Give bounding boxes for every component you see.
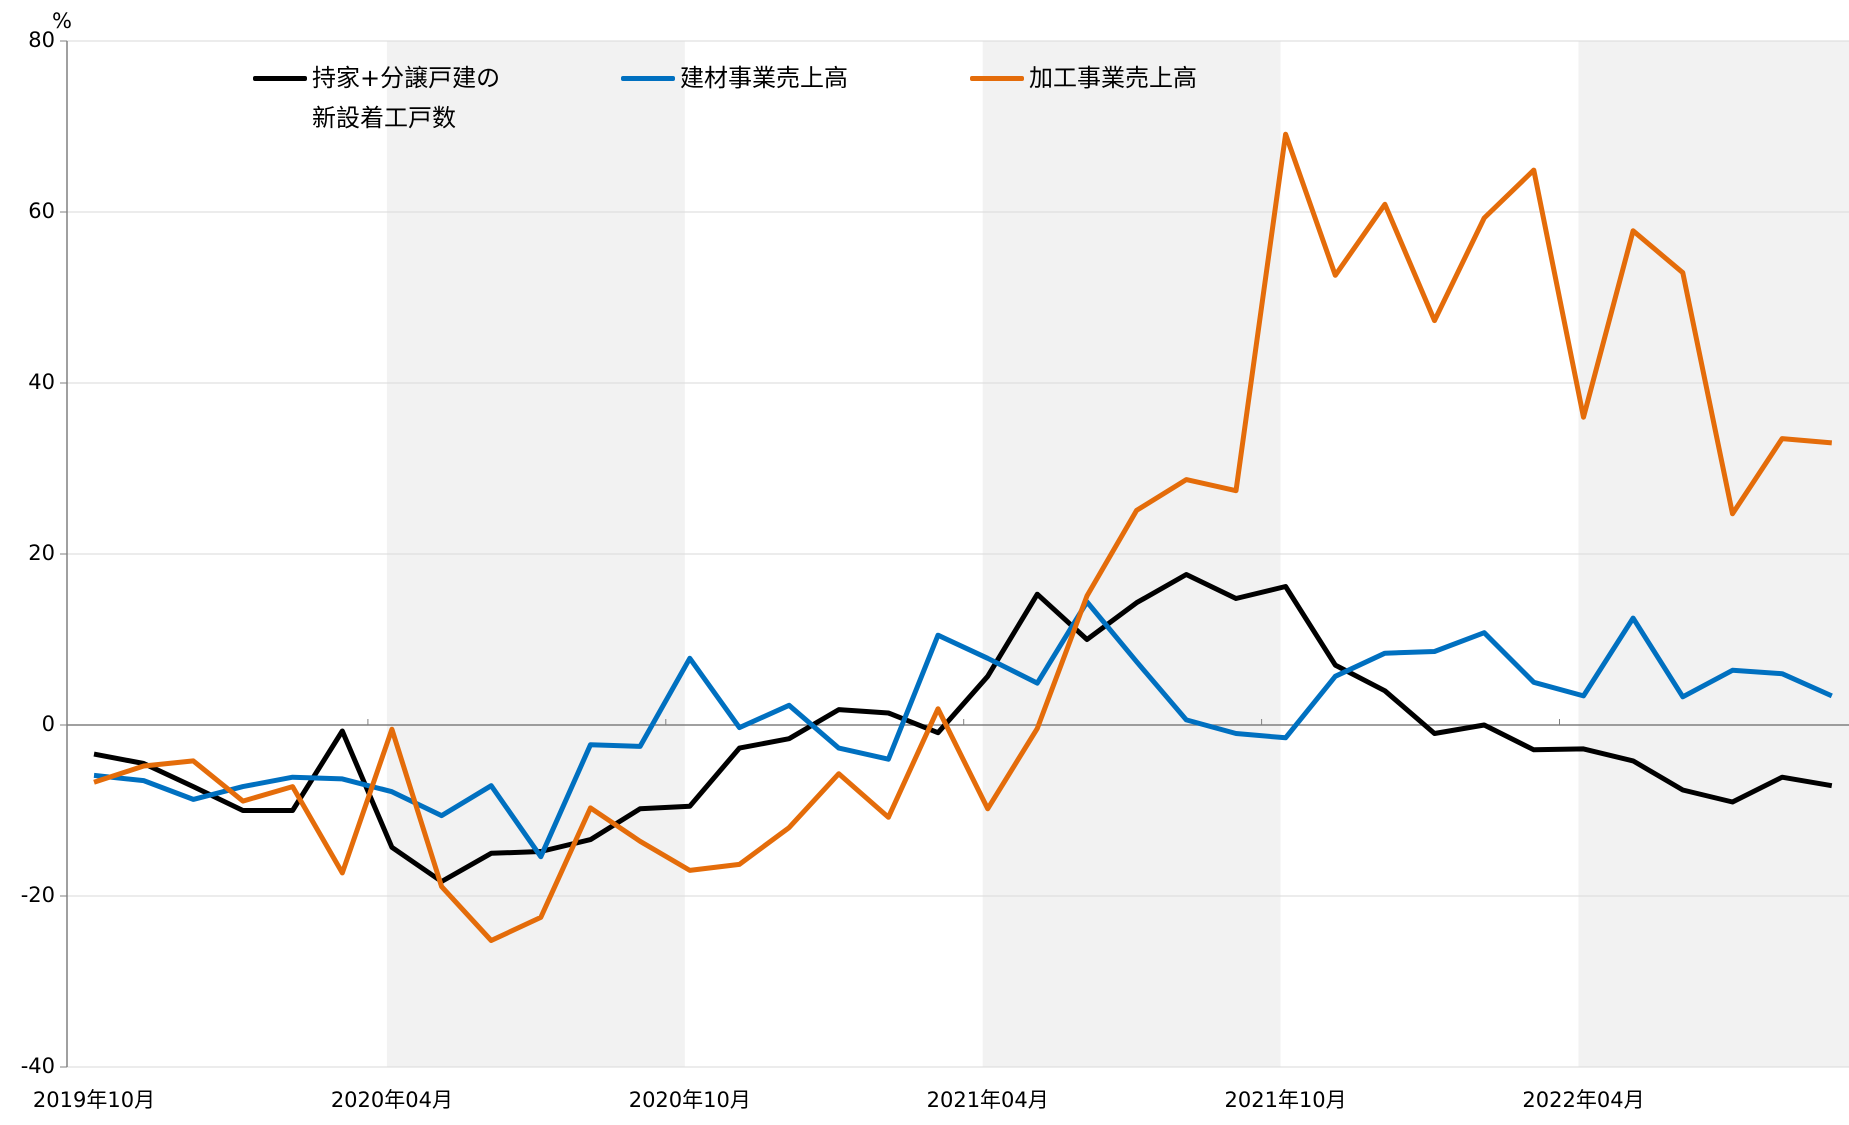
x-tick-label: 2021年10月 xyxy=(1225,1088,1347,1112)
legend-label: 持家+分譲戸建の新設着工戸数 xyxy=(312,64,501,132)
legend-item: 建材事業売上高 xyxy=(621,62,848,98)
x-tick-label: 2020年10月 xyxy=(629,1088,751,1112)
y-tick-label: 20 xyxy=(28,541,55,565)
legend-item: 加工事業売上高 xyxy=(970,62,1197,98)
y-tick-label: 80 xyxy=(28,28,55,52)
series-line xyxy=(93,131,1833,943)
legend-label: 建材事業売上高 xyxy=(680,64,848,92)
legend-swatch xyxy=(621,76,675,81)
y-tick-label: 0 xyxy=(42,712,55,736)
y-tick-label: 40 xyxy=(28,370,55,394)
y-tick-label: -20 xyxy=(21,883,55,907)
x-tick-label: 2021年04月 xyxy=(927,1088,1049,1112)
legend-label: 加工事業売上高 xyxy=(1029,64,1197,92)
series-line xyxy=(93,599,1833,860)
series-line xyxy=(93,572,1833,884)
y-tick-label: -40 xyxy=(21,1054,55,1078)
y-unit: % xyxy=(52,9,72,33)
y-tick-label: 60 xyxy=(28,199,55,223)
x-tick-label: 2020年04月 xyxy=(331,1088,453,1112)
x-tick-label: 2022年04月 xyxy=(1522,1088,1644,1112)
legend-swatch xyxy=(970,76,1024,81)
legend-item: 持家+分譲戸建の新設着工戸数 xyxy=(253,62,502,138)
x-tick-label: 2019年10月 xyxy=(33,1088,155,1112)
legend-swatch xyxy=(253,76,307,81)
